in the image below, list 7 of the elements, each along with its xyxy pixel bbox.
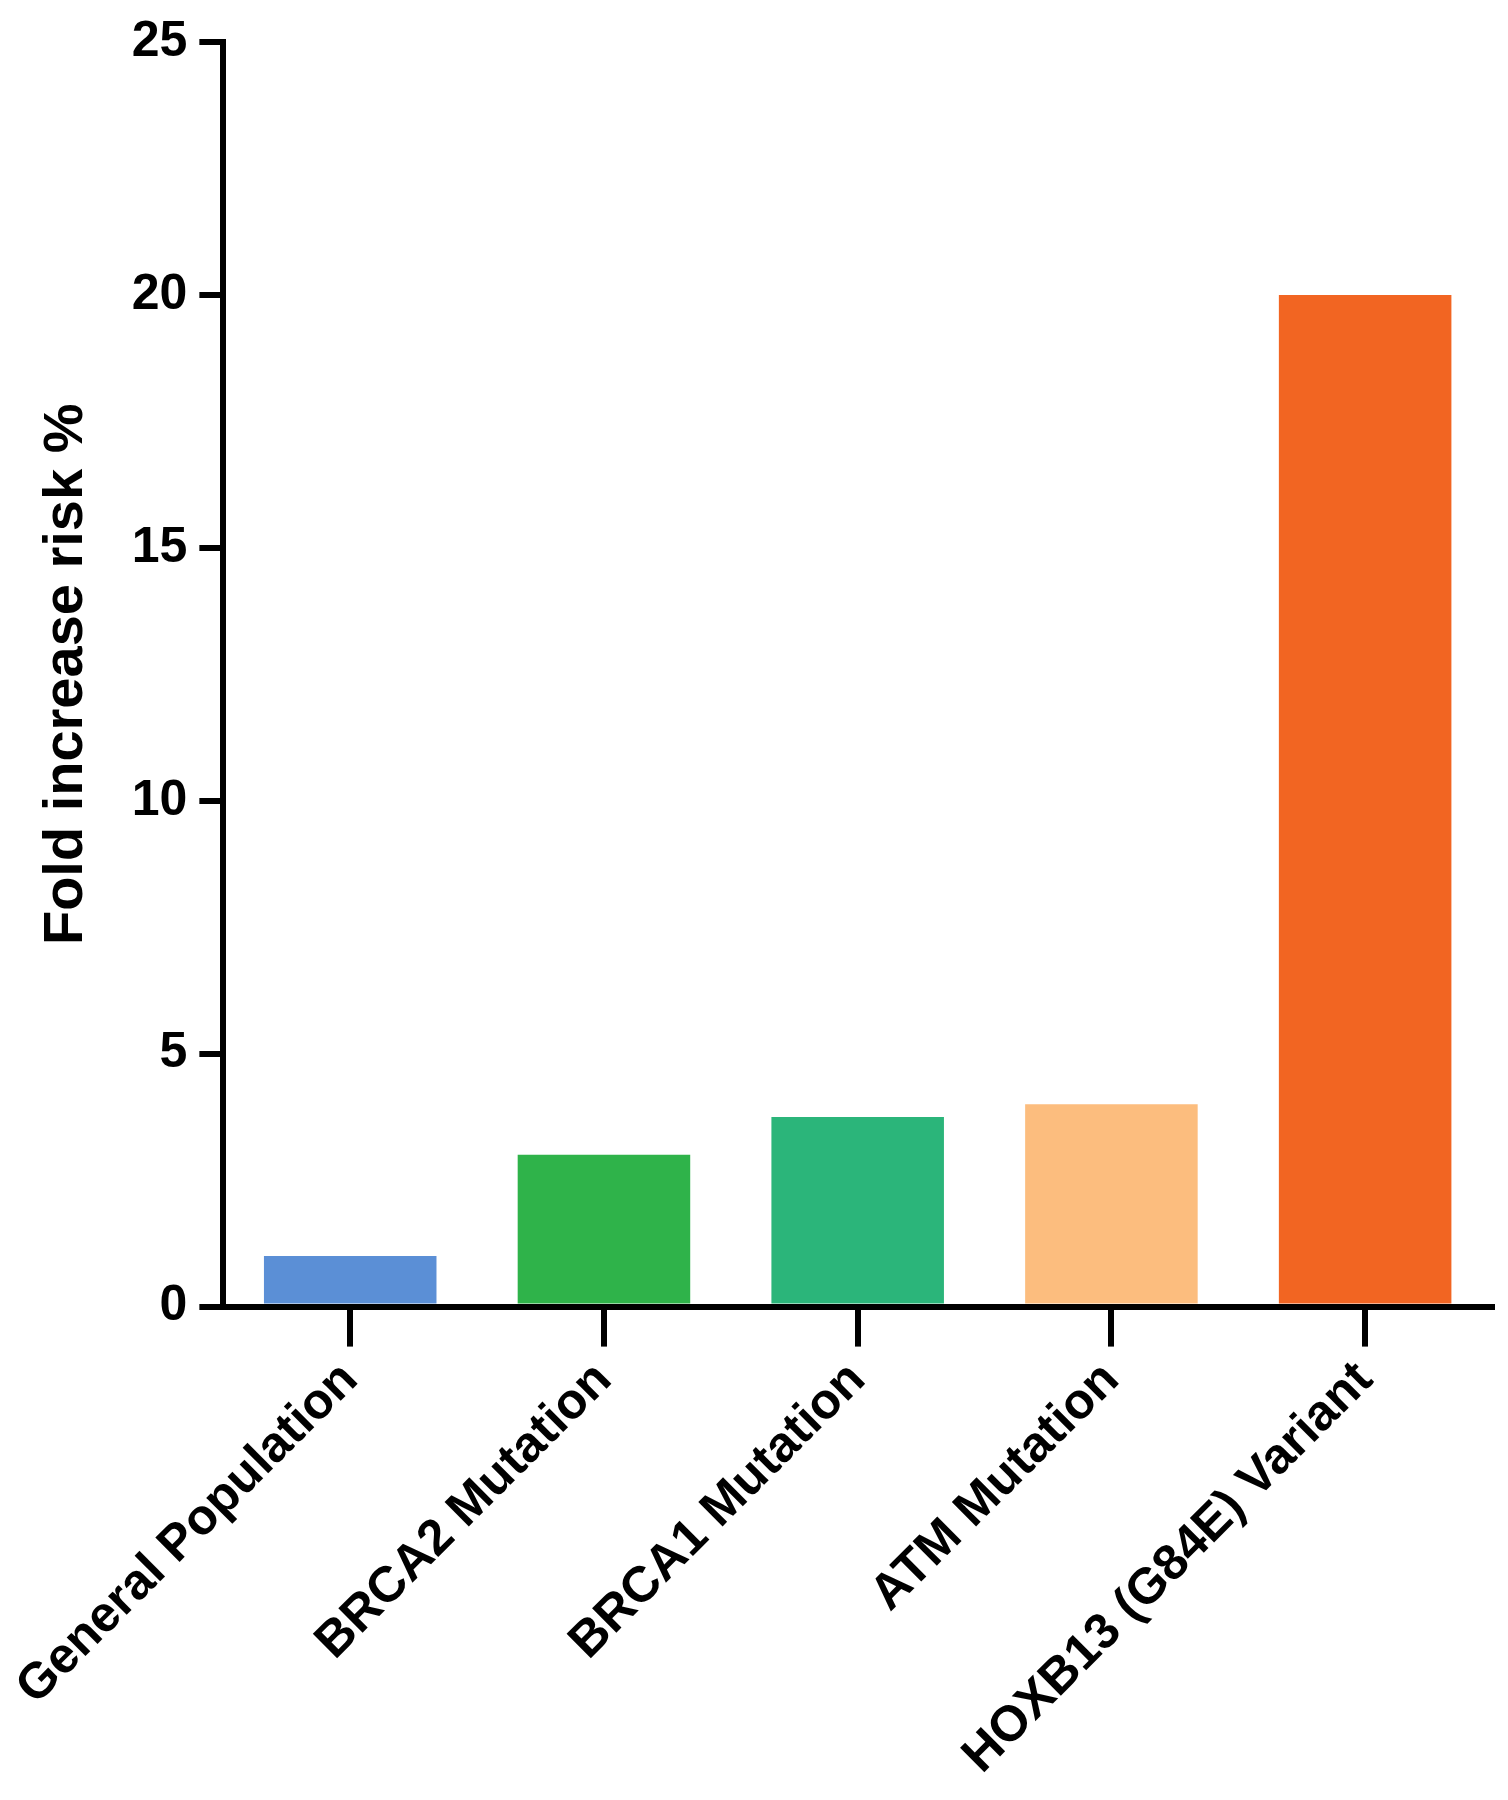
y-tick-label: 25 — [131, 10, 188, 67]
y-tick-label: 15 — [131, 516, 188, 573]
y-tick-label: 20 — [131, 263, 188, 320]
y-tick-label: 0 — [159, 1275, 188, 1332]
y-tick-label: 10 — [131, 769, 188, 826]
y-axis-title: Fold increase risk % — [30, 403, 94, 946]
y-tick-label: 5 — [159, 1022, 188, 1079]
